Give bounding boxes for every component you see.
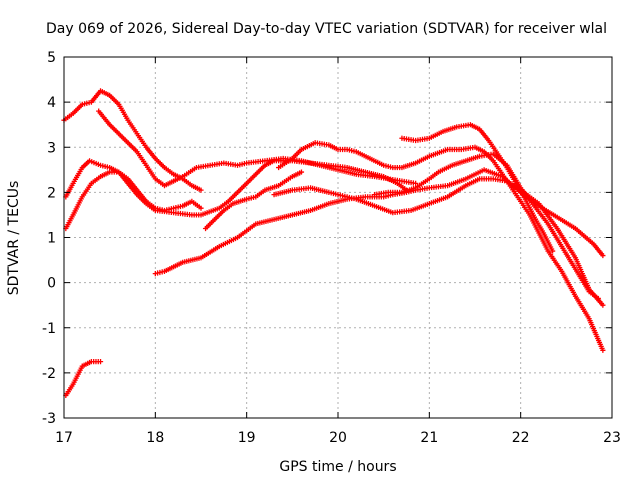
series-track-7 bbox=[271, 176, 606, 308]
y-tick-label: 3 bbox=[47, 140, 56, 156]
y-tick-label: -1 bbox=[42, 321, 56, 337]
x-tick-label: 21 bbox=[420, 430, 438, 446]
y-tick-label: -2 bbox=[42, 366, 56, 382]
data-point bbox=[600, 302, 606, 308]
gridlines bbox=[64, 57, 612, 418]
x-tick-label: 18 bbox=[146, 430, 164, 446]
y-tick-label: 4 bbox=[47, 95, 56, 111]
series-track-3 bbox=[63, 158, 410, 218]
y-tick-label: 1 bbox=[47, 231, 56, 247]
x-tick-label: 20 bbox=[329, 430, 347, 446]
x-axis-label: GPS time / hours bbox=[279, 459, 396, 475]
series-track-5 bbox=[202, 169, 305, 232]
y-tick-label: 2 bbox=[47, 185, 56, 201]
x-tick-label: 23 bbox=[603, 430, 621, 446]
data-point bbox=[198, 205, 204, 211]
data-series bbox=[61, 88, 606, 399]
x-axis-ticks: 17 18 19 20 21 22 23 bbox=[55, 57, 621, 446]
data-point bbox=[413, 180, 419, 186]
data-point bbox=[198, 187, 204, 193]
series-track-1 bbox=[61, 88, 204, 193]
y-tick-label: -3 bbox=[42, 411, 56, 427]
x-tick-label: 17 bbox=[55, 430, 73, 446]
y-axis-label: SDTVAR / TECUs bbox=[6, 181, 22, 296]
x-tick-label: 22 bbox=[512, 430, 530, 446]
data-point bbox=[550, 248, 556, 254]
data-point bbox=[595, 295, 601, 302]
data-point bbox=[600, 252, 606, 259]
x-tick-label: 19 bbox=[238, 430, 256, 446]
data-point bbox=[600, 347, 606, 353]
series-track-10 bbox=[399, 122, 556, 254]
data-point bbox=[97, 358, 104, 365]
y-axis-ticks: -3 -2 -1 0 1 2 3 4 5 bbox=[42, 50, 612, 427]
series-track-2 bbox=[96, 108, 419, 189]
data-point bbox=[298, 169, 305, 175]
series-track-4 bbox=[63, 169, 204, 232]
chart-title: Day 069 of 2026, Sidereal Day-to-day VTE… bbox=[46, 21, 607, 37]
series-track-11 bbox=[63, 358, 104, 399]
y-tick-label: 0 bbox=[47, 276, 56, 292]
series-track-8 bbox=[276, 140, 606, 353]
y-tick-label: 5 bbox=[47, 50, 56, 66]
